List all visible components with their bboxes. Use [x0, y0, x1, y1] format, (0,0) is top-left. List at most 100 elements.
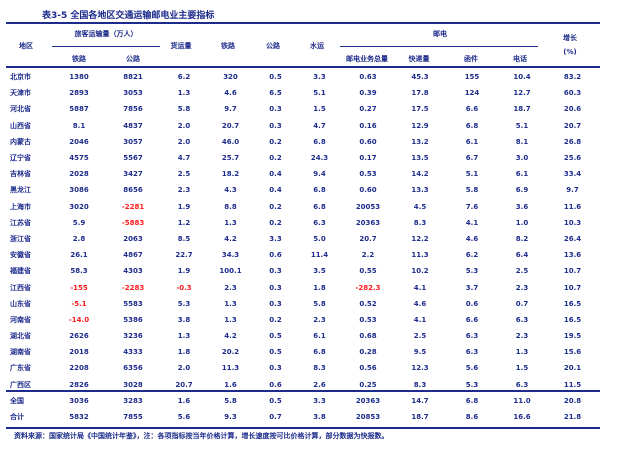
- table-row: 黑龙江 3086 8656 2.3 4.3 0.4 6.8 0.60 13.3 5.8 6.9 9.7: [6, 182, 600, 198]
- table-cell: 6.3: [465, 348, 479, 357]
- table-cell: 1.3: [224, 315, 237, 324]
- table-cell: 8.1: [515, 137, 529, 146]
- table-cell: 2.0: [177, 137, 191, 146]
- table-cell: 1.6: [224, 380, 237, 389]
- table-row: 河北省 5887 7856 5.8 9.7 0.3 1.5 0.27 17.5 6.6 18.7 20…: [6, 101, 600, 117]
- row-label: 辽宁省: [10, 154, 31, 163]
- header-road: 公路: [266, 42, 280, 50]
- header-growth-bottom: (%): [563, 48, 577, 56]
- table-cell: 1.5: [515, 364, 529, 373]
- header-sub-pass-road: 公路: [126, 55, 140, 63]
- table-cell: 2.6: [313, 380, 326, 389]
- table-cell: 2.3: [515, 283, 529, 292]
- table-cell: 0.7: [269, 413, 282, 422]
- table-cell: 4837: [123, 121, 143, 130]
- table-cell: 0.56: [359, 364, 377, 373]
- table-cell: 6.6: [465, 315, 479, 324]
- table-cell: 5832: [69, 413, 89, 422]
- table-cell: 1380: [69, 73, 89, 82]
- table-cell: 4.7: [177, 154, 191, 163]
- table-cell: 1.9: [177, 267, 191, 276]
- table-cell: 4.6: [224, 89, 237, 98]
- table-cell: 4867: [123, 251, 143, 260]
- table-cell: 26.4: [563, 234, 582, 243]
- table-cell: 0.6: [269, 380, 282, 389]
- table-cell: 5.6: [465, 364, 479, 373]
- table-cell: 1.3: [177, 89, 191, 98]
- table-cell: 1.3: [224, 299, 237, 308]
- summary-row: 全国 3036 3283 1.6 5.8 0.5 3.3 20363 14.7 6.8 11.0 20…: [6, 393, 600, 409]
- row-label: 福建省: [10, 267, 31, 276]
- table-cell: 0.3: [269, 299, 282, 308]
- table-cell: 5.8: [313, 299, 326, 308]
- table-cell: 20853: [355, 413, 381, 422]
- table-cell: 4.1: [413, 283, 427, 292]
- table-cell: 6.9: [515, 186, 529, 195]
- table-cell: 22.7: [175, 251, 193, 260]
- table-cell: 2.2: [361, 251, 375, 260]
- table-cell: 20.2: [221, 348, 240, 357]
- table-cell: 1.3: [177, 332, 191, 341]
- table-cell: 4.6: [413, 299, 427, 308]
- row-label: 山东省: [10, 299, 31, 308]
- table-cell: 1.8: [313, 283, 326, 292]
- table-row: 湖南省 2018 4333 1.8 20.2 0.5 6.8 0.28 9.5 6.3 1.3 15.…: [6, 344, 600, 360]
- table-cell: 0.28: [359, 348, 377, 357]
- table-cell: 0.2: [269, 218, 282, 227]
- row-label: 全国: [10, 397, 24, 406]
- table-cell: 46.0: [221, 137, 240, 146]
- table-cell: 1.0: [515, 218, 529, 227]
- table-cell: 20.8: [563, 397, 582, 406]
- table-cell: 6.8: [465, 397, 479, 406]
- table-cell: 3283: [123, 397, 143, 406]
- table-row: 河南省 -14.0 5386 3.8 1.3 0.2 2.3 0.53 4.1 6.6 6.3 16.…: [6, 312, 600, 328]
- table-cell: 0.27: [359, 105, 377, 114]
- table-cell: 0.68: [359, 332, 377, 341]
- bottom-rule: [6, 427, 600, 429]
- table-row: 吉林省 2028 3427 2.5 18.2 0.4 9.4 0.53 14.2 5.1 6.1 33…: [6, 166, 600, 182]
- table-row: 福建省 58.3 4303 1.9 100.1 0.3 3.5 0.55 10.2 5.3 2.5 1…: [6, 263, 600, 279]
- table-cell: 0.63: [359, 73, 377, 82]
- table-cell: 8.1: [72, 121, 86, 130]
- table-cell: 100.1: [219, 267, 242, 276]
- table-cell: 20363: [355, 218, 381, 227]
- table-cell: 0.5: [269, 332, 282, 341]
- table-row: 天津市 2893 3053 1.3 4.6 6.5 5.1 0.39 17.8 124 12.7 60…: [6, 85, 600, 101]
- table-cell: 2.0: [177, 121, 191, 130]
- table-cell: 13.3: [411, 186, 429, 195]
- table-cell: 3020: [69, 202, 89, 211]
- table-cell: 2.3: [515, 332, 529, 341]
- table-cell: 5.9: [72, 218, 86, 227]
- table-cell: 0.60: [359, 137, 377, 146]
- table-cell: 1.3: [515, 348, 529, 357]
- table-title: 表3-5 全国各地区交通运输邮电业主要指标: [42, 11, 215, 21]
- table-cell: 20.7: [359, 234, 377, 243]
- row-label: 上海市: [10, 202, 31, 211]
- table-cell: 20.6: [563, 105, 582, 114]
- header-group-passenger: 旅客运输量（万人）: [74, 30, 138, 38]
- table-cell: 10.3: [563, 218, 582, 227]
- table-cell: 16.6: [513, 413, 531, 422]
- table-cell: 34.3: [221, 251, 240, 260]
- row-label: 湖北省: [10, 332, 31, 341]
- table-cell: 20.7: [563, 121, 582, 130]
- table-cell: 0.6: [465, 299, 479, 308]
- table-cell: 0.2: [269, 137, 282, 146]
- table-cell: 7856: [123, 105, 143, 114]
- table-cell: 12.3: [411, 364, 429, 373]
- table-cell: 6.8: [313, 202, 326, 211]
- table-cell: 18.7: [411, 413, 429, 422]
- table-cell: 1.3: [224, 218, 237, 227]
- table-cell: 5386: [123, 315, 143, 324]
- table-cell: 6.8: [465, 121, 479, 130]
- table-cell: 15.6: [563, 348, 582, 357]
- table-cell: 2.3: [224, 283, 237, 292]
- table-cell: 0.3: [269, 283, 282, 292]
- table-cell: 11.6: [563, 202, 582, 211]
- table-cell: 0.53: [359, 315, 377, 324]
- table-cell: 6.6: [465, 105, 479, 114]
- table-cell: 2208: [69, 364, 89, 373]
- table-cell: 0.4: [269, 186, 282, 195]
- header-region: 地区: [19, 42, 33, 50]
- header-rail: 铁路: [221, 42, 235, 50]
